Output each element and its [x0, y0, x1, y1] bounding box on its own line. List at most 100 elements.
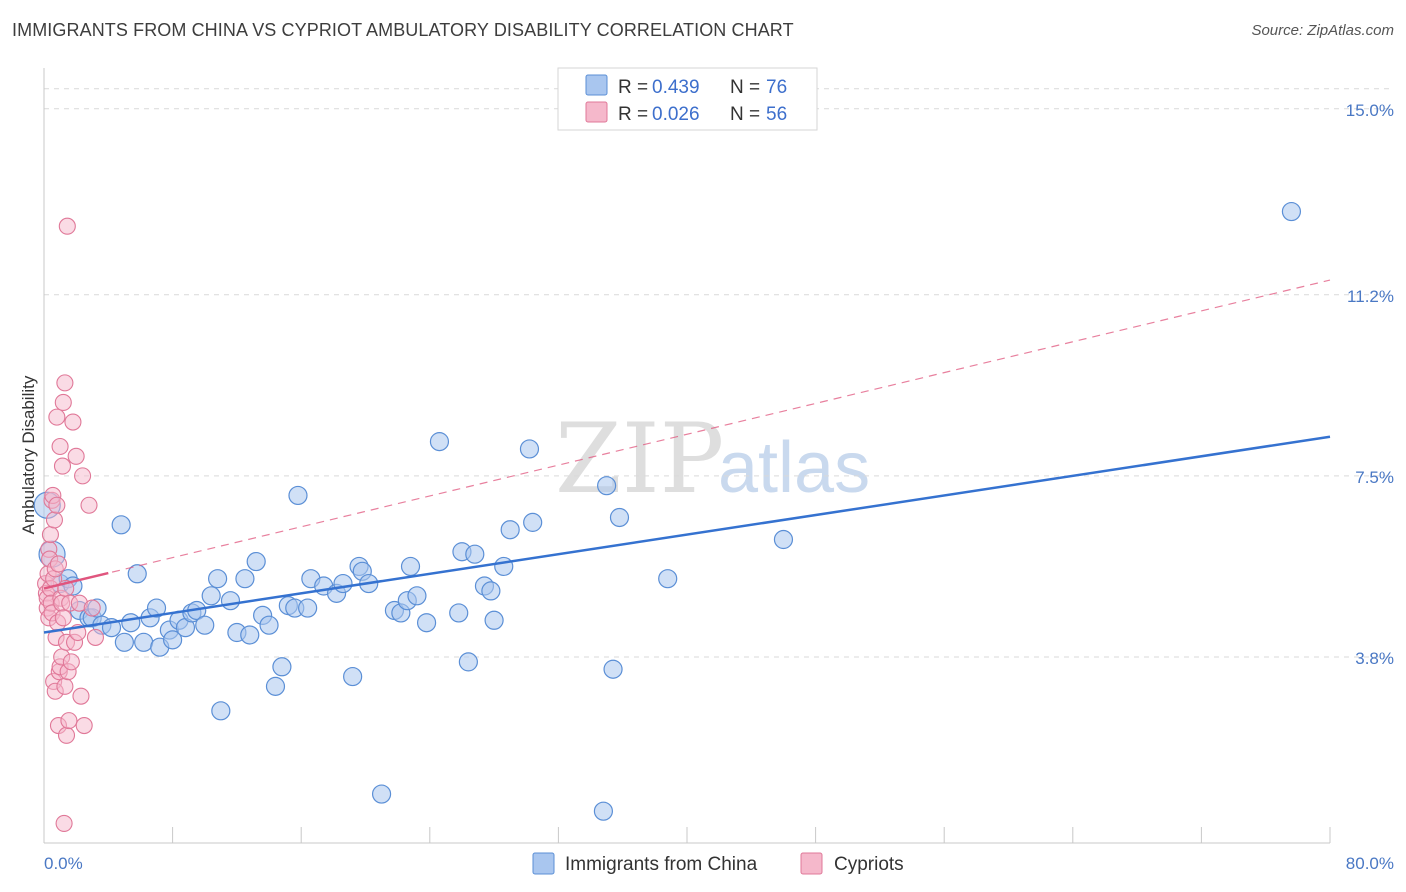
legend-n-label-china: N =	[730, 77, 760, 98]
bottom-legend-swatch-cypriots	[800, 852, 823, 875]
china-point	[609, 507, 630, 528]
y-tick-label: 3.8%	[1355, 649, 1394, 668]
china-point	[134, 632, 154, 652]
china-point	[1281, 201, 1302, 222]
legend-r-value-cypriots: 0.026	[652, 104, 700, 125]
trend-lines	[43, 279, 1331, 634]
cypriots-point	[86, 628, 104, 646]
cypriots-point	[45, 511, 63, 529]
china-point	[211, 701, 231, 721]
cypriots-point	[48, 408, 66, 426]
legend-swatch-china	[585, 74, 608, 96]
china-point	[458, 652, 478, 672]
china-point	[494, 556, 514, 577]
china-point	[201, 586, 221, 606]
cypriots-point	[54, 393, 72, 412]
cypriots-point	[64, 413, 82, 431]
china-point	[371, 784, 392, 804]
china-point	[195, 615, 215, 635]
legend-r-label-china: R =	[618, 77, 648, 98]
china-point	[773, 529, 794, 550]
china-trend-line	[43, 435, 1331, 634]
china-point	[400, 556, 421, 577]
bottom-legend-label-cypriots: Cypriots	[834, 854, 904, 875]
china-point	[220, 591, 241, 611]
china-point	[246, 551, 266, 572]
china-point	[333, 573, 353, 594]
chart-title: IMMIGRANTS FROM CHINA VS CYPRIOT AMBULAT…	[12, 20, 794, 40]
china-point	[288, 485, 308, 506]
y-tick-label: 7.5%	[1355, 468, 1394, 487]
x-tick-label-min: 0.0%	[44, 854, 83, 873]
cypriots-point	[75, 716, 93, 735]
y-tick-label: 15.0%	[1346, 101, 1394, 120]
china-point	[593, 801, 614, 821]
china-point	[597, 476, 617, 496]
china-point	[121, 613, 141, 633]
legend-r-value-china: 0.439	[652, 77, 700, 98]
cypriots-point	[80, 496, 98, 514]
series-cypriots-points	[37, 217, 104, 832]
y-axis-tick-labels: 3.8% 7.5% 11.2% 15.0%	[1346, 101, 1394, 668]
china-point	[603, 659, 623, 679]
china-point	[127, 564, 147, 584]
x-axis-ticks	[172, 827, 1331, 843]
china-point	[111, 515, 131, 535]
china-point	[658, 569, 678, 589]
cypriots-point	[51, 437, 69, 456]
china-point	[523, 512, 543, 532]
legend-r-label-cypriots: R =	[618, 104, 648, 125]
cypriots-point	[72, 687, 90, 705]
watermark-zip: ZIP	[555, 403, 724, 515]
y-axis-label: Ambulatory Disability	[19, 375, 38, 534]
china-point	[416, 613, 437, 633]
cypriots-point	[41, 526, 59, 544]
cypriots-point	[67, 447, 85, 465]
legend-n-value-cypriots: 56	[766, 104, 787, 125]
x-tick-label-max: 80.0%	[1346, 854, 1394, 873]
cypriots-point	[60, 712, 78, 730]
china-point	[298, 598, 318, 618]
legend-n-label-cypriots: N =	[730, 104, 760, 125]
correlation-legend: R = 0.439 N = 76 R = 0.026 N = 56	[557, 67, 818, 131]
bottom-legend-swatch-china	[532, 852, 555, 875]
watermark-atlas: atlas	[718, 428, 870, 508]
source-note: Source: ZipAtlas.com	[1251, 22, 1394, 39]
cypriots-point	[56, 374, 74, 392]
cypriots-point	[83, 599, 101, 617]
china-point	[449, 603, 469, 623]
cypriots-trend-line-dashed	[43, 279, 1331, 590]
china-point	[235, 569, 255, 589]
china-point	[500, 520, 520, 540]
china-point	[343, 666, 363, 687]
y-tick-label: 11.2%	[1347, 287, 1394, 306]
china-point	[265, 676, 286, 696]
china-point	[484, 610, 504, 630]
china-point	[146, 598, 167, 618]
cypriots-point	[49, 555, 68, 573]
china-point	[163, 630, 183, 650]
series-legend: Immigrants from China Cypriots	[532, 852, 904, 875]
cypriots-point	[55, 814, 73, 832]
china-point	[208, 569, 228, 589]
cypriots-point	[58, 217, 76, 235]
cypriots-point	[56, 677, 74, 695]
china-point	[519, 439, 540, 459]
china-point	[465, 544, 485, 564]
bottom-legend-label-china: Immigrants from China	[565, 854, 758, 875]
china-point	[259, 615, 279, 635]
legend-n-value-china: 76	[766, 77, 787, 98]
cypriots-trend-line-solid	[43, 571, 109, 590]
china-point	[272, 657, 292, 677]
cypriots-point	[54, 609, 72, 627]
china-point	[240, 625, 260, 645]
legend-swatch-cypriots	[585, 101, 608, 123]
cypriots-point	[74, 467, 92, 485]
cypriots-point	[62, 653, 80, 671]
cypriots-point	[57, 726, 76, 744]
cypriots-point	[53, 457, 72, 475]
china-point	[429, 432, 450, 452]
watermark: ZIP atlas	[555, 403, 870, 515]
china-point	[481, 581, 501, 601]
